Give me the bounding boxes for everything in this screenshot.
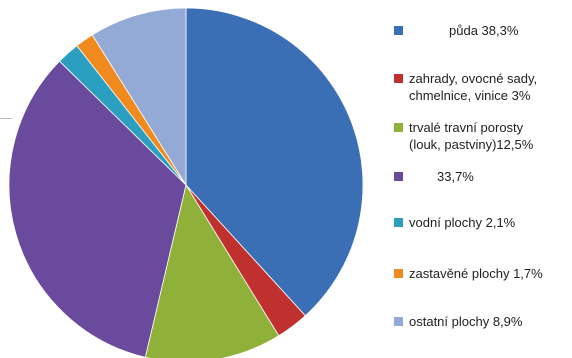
legend-swatch — [394, 317, 403, 326]
legend-swatch — [394, 218, 403, 227]
legend-label: 33,7% — [437, 169, 474, 184]
pie-slice-6 — [91, 7, 187, 187]
legend-item-vodni: vodní plochy 2,1% — [394, 214, 515, 231]
legend-label: vodní plochy 2,1% — [409, 215, 516, 230]
legend-item-puda: půda 38,3% — [394, 22, 518, 39]
pie-slice-3 — [8, 60, 187, 358]
legend-swatch — [394, 123, 403, 132]
legend-item-337: 33,7% — [394, 168, 474, 185]
legend-label: trvalé travní porosty (louk, pastviny)12… — [409, 120, 534, 152]
legend-swatch — [394, 26, 403, 35]
pie-slice-0 — [185, 7, 364, 317]
legend-swatch — [394, 74, 403, 83]
legend-label: zahrady, ovocné sady, chmelnice, vinice … — [409, 71, 538, 103]
legend-swatch — [394, 269, 403, 278]
legend-swatch — [394, 172, 403, 181]
legend-item-zahrady: zahrady, ovocné sady, chmelnice, vinice … — [394, 70, 537, 104]
pie-slice-2 — [144, 183, 280, 358]
legend-item-zastavene: zastavěné plochy 1,7% — [394, 265, 543, 282]
left-edge-line — [0, 118, 12, 119]
legend-label: zastavěné plochy 1,7% — [409, 266, 543, 281]
legend-item-ostatni: ostatní plochy 8,9% — [394, 313, 522, 330]
legend-label: půda 38,3% — [449, 23, 519, 38]
legend-item-trvale: trvalé travní porosty (louk, pastviny)12… — [394, 119, 533, 153]
legend-label: ostatní plochy 8,9% — [409, 314, 523, 329]
